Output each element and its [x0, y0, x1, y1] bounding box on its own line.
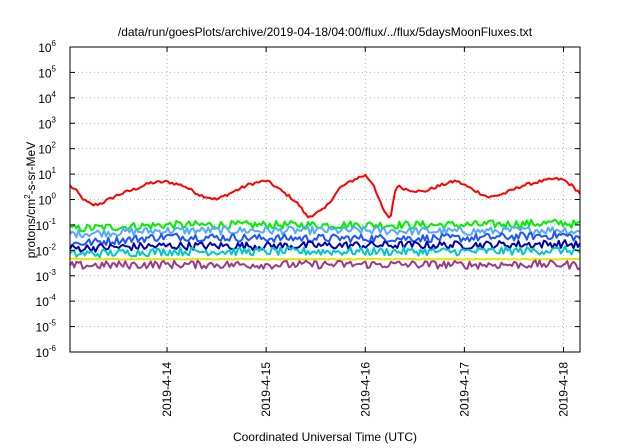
x-tick-label: 2019-4-15 [259, 362, 273, 417]
series-group [69, 173, 581, 271]
x-tick-label: 2019-4-16 [358, 362, 372, 417]
y-axis-label: protons/cm2-s-sr-MeV [23, 142, 38, 258]
x-axis-label: Coordinated Universal Time (UTC) [233, 430, 417, 444]
y-tick-label: 10-6 [36, 344, 57, 360]
series-line [69, 239, 581, 253]
chart-title: /data/run/goesPlots/archive/2019-04-18/0… [118, 25, 533, 39]
y-tick-label: 106 [38, 39, 56, 55]
y-tick-label: 103 [38, 115, 56, 131]
series-line [69, 230, 581, 248]
series-line [69, 218, 581, 233]
series-line [69, 173, 581, 219]
y-tick-label: 10-2 [36, 242, 57, 258]
x-tick-label: 2019-4-17 [457, 362, 471, 417]
series-line [69, 257, 581, 261]
series-line [69, 259, 581, 271]
y-tick-label: 101 [38, 166, 56, 182]
grid [70, 47, 580, 352]
y-tick-label: 10-1 [36, 217, 57, 233]
y-tick-label: 10-4 [36, 293, 57, 309]
y-axis-label-pre: protons/cm [24, 199, 38, 258]
series-line [69, 245, 581, 259]
y-tick-label: 104 [38, 90, 56, 106]
y-tick-label: 105 [38, 64, 56, 80]
x-tick-label: 2019-4-18 [556, 362, 570, 417]
series-line [69, 225, 581, 239]
y-axis-label-sup: 2 [23, 194, 32, 199]
y-tick-label: 102 [38, 141, 56, 157]
y-axis-label-post: -s-sr-MeV [24, 142, 38, 195]
x-axis: 2019-4-14 2019-4-15 2019-4-16 2019-4-17 2019… [160, 47, 570, 417]
y-axis: 10-6 10-5 10-4 10-3 10-2 10-1 100 101 102 103 104 1… [36, 39, 580, 360]
y-tick-label: 100 [38, 192, 56, 208]
y-tick-label: 10-3 [36, 268, 57, 284]
y-tick-label: 10-5 [36, 319, 57, 335]
x-tick-label: 2019-4-14 [160, 362, 174, 417]
